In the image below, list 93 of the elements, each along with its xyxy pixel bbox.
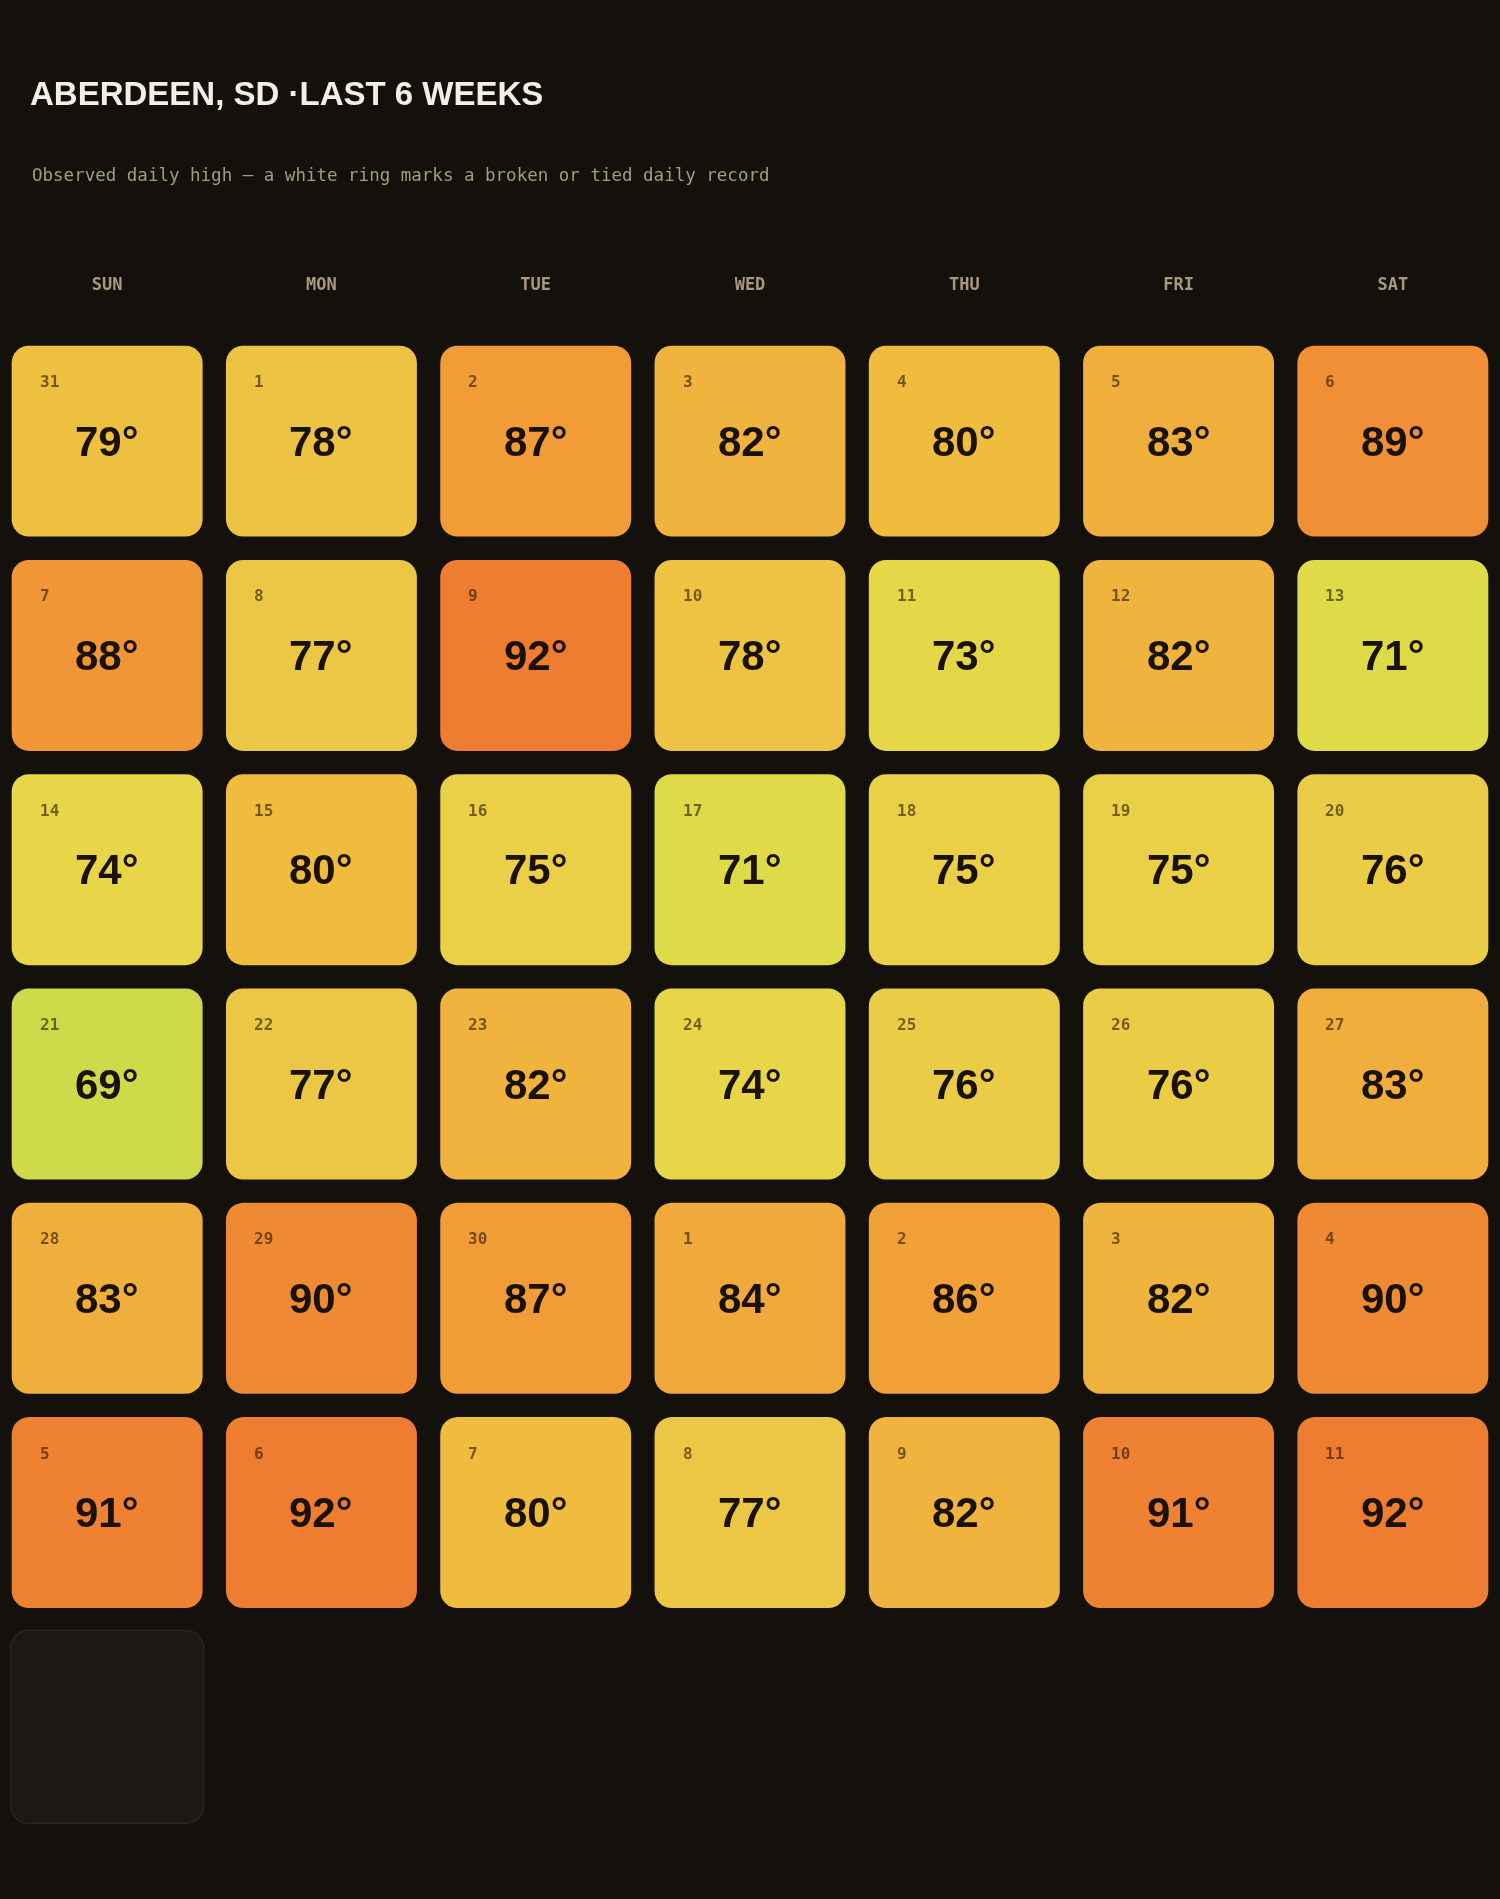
annotation: 16 (468, 801, 488, 820)
data-label: 77° (718, 1489, 782, 1536)
data-label: 83° (75, 1275, 139, 1322)
data-label: 87° (504, 1275, 568, 1322)
data-label: 92° (504, 632, 568, 679)
data-label: 86° (932, 1275, 996, 1322)
annotation: 8 (254, 586, 264, 605)
data-label: 73° (932, 632, 996, 679)
data-label: 92° (1361, 1489, 1425, 1536)
data-label: 78° (718, 632, 782, 679)
x-tick-label: THU (948, 273, 980, 294)
data-label: 71° (718, 846, 782, 893)
annotation: 14 (40, 801, 60, 820)
annotation: 6 (1325, 372, 1335, 391)
chart-subtitle: Observed daily high — a white ring marks a broken or tied daily record (32, 165, 770, 185)
annotation: 29 (254, 1229, 274, 1248)
annotation: 9 (897, 1444, 907, 1463)
data-label: 75° (504, 846, 568, 893)
data-label: 77° (289, 1061, 353, 1108)
data-label: 84° (718, 1275, 782, 1322)
annotation: 9 (468, 586, 478, 605)
annotation: 19 (1111, 801, 1131, 820)
annotation: 23 (468, 1015, 488, 1034)
data-label: 80° (289, 846, 353, 893)
data-label: 88° (75, 632, 139, 679)
data-label: 92° (289, 1489, 353, 1536)
x-tick-label: MON (306, 273, 337, 294)
annotation: 10 (1111, 1444, 1131, 1463)
data-label: 82° (718, 418, 782, 465)
chart-title: ABERDEEN, SD ·LAST 6 WEEKS (30, 74, 544, 112)
data-label: 82° (1147, 632, 1211, 679)
annotation: 27 (1325, 1015, 1345, 1034)
data-label: 78° (289, 418, 353, 465)
annotation: 6 (254, 1444, 264, 1463)
data-label: 76° (1147, 1061, 1211, 1108)
annotation: 5 (40, 1444, 50, 1463)
annotation: 13 (1325, 586, 1345, 605)
x-tick-label: WED (734, 273, 766, 294)
data-label: 83° (1361, 1061, 1425, 1108)
data-label: 89° (1361, 418, 1425, 465)
data-label: 82° (932, 1489, 996, 1536)
data-label: 77° (289, 632, 353, 679)
x-tick-label: TUE (520, 273, 552, 294)
data-label: 80° (932, 418, 996, 465)
annotation: 7 (40, 586, 50, 605)
annotation: 1 (254, 372, 264, 391)
data-label: 75° (932, 846, 996, 893)
annotation: 2 (897, 1229, 907, 1248)
data-label: 90° (1361, 1275, 1425, 1322)
annotation: 11 (1325, 1444, 1345, 1463)
annotation: 30 (468, 1229, 488, 1248)
data-label: 83° (1147, 418, 1211, 465)
annotation: 11 (897, 586, 917, 605)
annotation: 28 (40, 1229, 60, 1248)
x-tick-label: SAT (1377, 273, 1409, 294)
annotation: 18 (897, 801, 917, 820)
annotation: 12 (1111, 586, 1131, 605)
annotation: 21 (40, 1015, 60, 1034)
annotation: 1 (683, 1229, 693, 1248)
annotation: 4 (897, 372, 907, 391)
annotation: 24 (683, 1015, 703, 1034)
data-label: 69° (75, 1061, 139, 1108)
annotation: 25 (897, 1015, 917, 1034)
annotation: 5 (1111, 372, 1121, 391)
data-label: 91° (75, 1489, 139, 1536)
data-label: 90° (289, 1275, 353, 1322)
annotation: 26 (1111, 1015, 1131, 1034)
data-label: 79° (75, 418, 139, 465)
data-label: 80° (504, 1489, 568, 1536)
annotation: 17 (683, 801, 703, 820)
annotation: 4 (1325, 1229, 1335, 1248)
data-label: 76° (1361, 846, 1425, 893)
annotation: 2 (468, 372, 478, 391)
data-label: 91° (1147, 1489, 1211, 1536)
annotation: 10 (683, 586, 703, 605)
annotation: 31 (40, 372, 60, 391)
data-label: 82° (504, 1061, 568, 1108)
x-tick-label: FRI (1163, 273, 1194, 294)
data-label: 82° (1147, 1275, 1211, 1322)
data-label: 74° (75, 846, 139, 893)
annotation: 7 (468, 1444, 478, 1463)
annotation: 8 (683, 1444, 693, 1463)
data-label: 76° (932, 1061, 996, 1108)
annotation: 3 (1111, 1229, 1121, 1248)
data-label: 75° (1147, 846, 1211, 893)
annotation: 3 (683, 372, 693, 391)
data-label: 87° (504, 418, 568, 465)
data-label: 71° (1361, 632, 1425, 679)
data-label: 74° (718, 1061, 782, 1108)
x-tick-label: SUN (91, 273, 123, 294)
annotation: 20 (1325, 801, 1345, 820)
annotation: 22 (254, 1015, 274, 1034)
annotation: 15 (254, 801, 274, 820)
